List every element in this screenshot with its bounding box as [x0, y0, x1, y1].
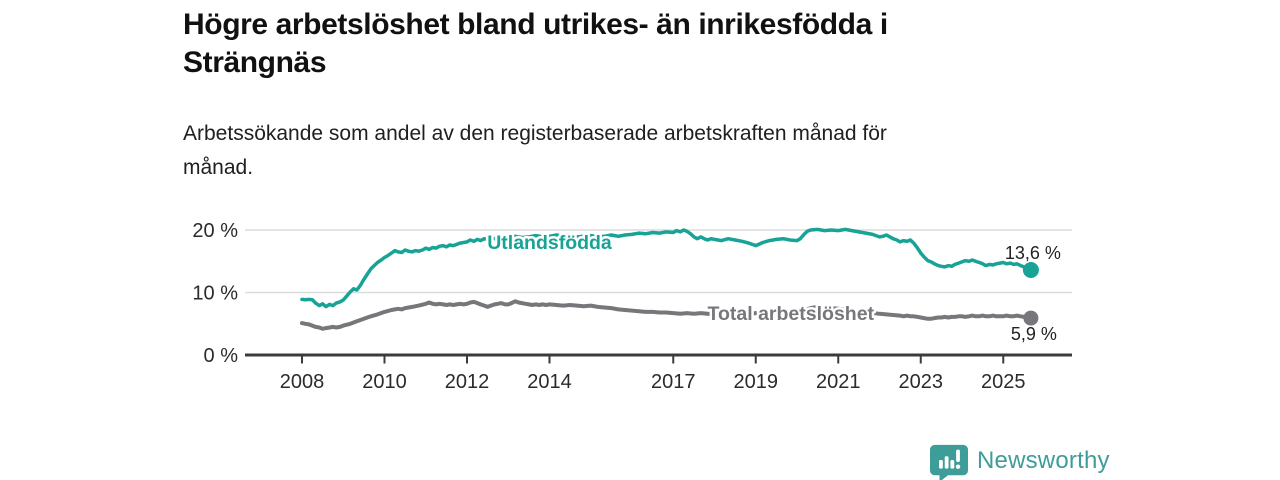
x-tick-label: 2010	[362, 371, 407, 393]
chart-title-line-1: Högre arbetslöshet bland utrikes- än inr…	[183, 8, 888, 41]
series-line-utlandsfodda	[300, 227, 1033, 309]
x-tick-label: 2025	[981, 371, 1026, 393]
chart-title: Högre arbetslöshet bland utrikes- än inr…	[183, 6, 1043, 82]
chart-subtitle-line-2: månad.	[183, 156, 254, 179]
chart-title-line-2: Strängnäs	[183, 46, 327, 79]
newsworthy-icon-bubble	[930, 444, 968, 480]
y-tick-label: 20 %	[192, 220, 238, 242]
x-tick-label: 2012	[445, 371, 490, 393]
series-name-label-utlandsfodda: Utlandsfödda	[487, 232, 612, 254]
brand-name: Newsworthy	[977, 447, 1110, 474]
y-tick-label: 0 %	[204, 345, 239, 367]
newsworthy-logo[interactable]: Newsworthy	[930, 442, 1110, 480]
x-tick-label: 2023	[899, 371, 944, 393]
x-tick-label: 2019	[734, 371, 779, 393]
series-end-dot-utlandsfodda	[1022, 262, 1039, 278]
y-tick-label: 10 %	[192, 283, 238, 305]
x-tick-label: 2014	[527, 371, 572, 393]
x-tick-label: 2008	[280, 371, 325, 393]
series-end-dot-total-arbetsloshet	[1023, 310, 1039, 326]
newsworthy-icon-bars	[939, 449, 961, 469]
newsworthy-icon	[930, 444, 968, 480]
chart-subtitle: Arbetssökande som andel av den registerb…	[183, 117, 1043, 185]
end-value-label-utlandsfodda: 13,6 %	[1005, 243, 1061, 263]
unemployment-line-chart: 0 % 10 % 20 % 2008 2010 2012 2014 2017 2019 2021 2…	[192, 220, 1072, 393]
x-tick-label: 2021	[816, 371, 861, 393]
series-line-total-arbetsloshet	[300, 299, 1033, 331]
x-tick-label: 2017	[651, 371, 696, 393]
series-name-label-total-arbetsloshet: Total arbetslöshet	[708, 303, 875, 325]
end-value-label-total-arbetsloshet: 5,9 %	[1011, 324, 1057, 344]
chart-subtitle-line-1: Arbetssökande som andel av den registerb…	[183, 122, 887, 145]
